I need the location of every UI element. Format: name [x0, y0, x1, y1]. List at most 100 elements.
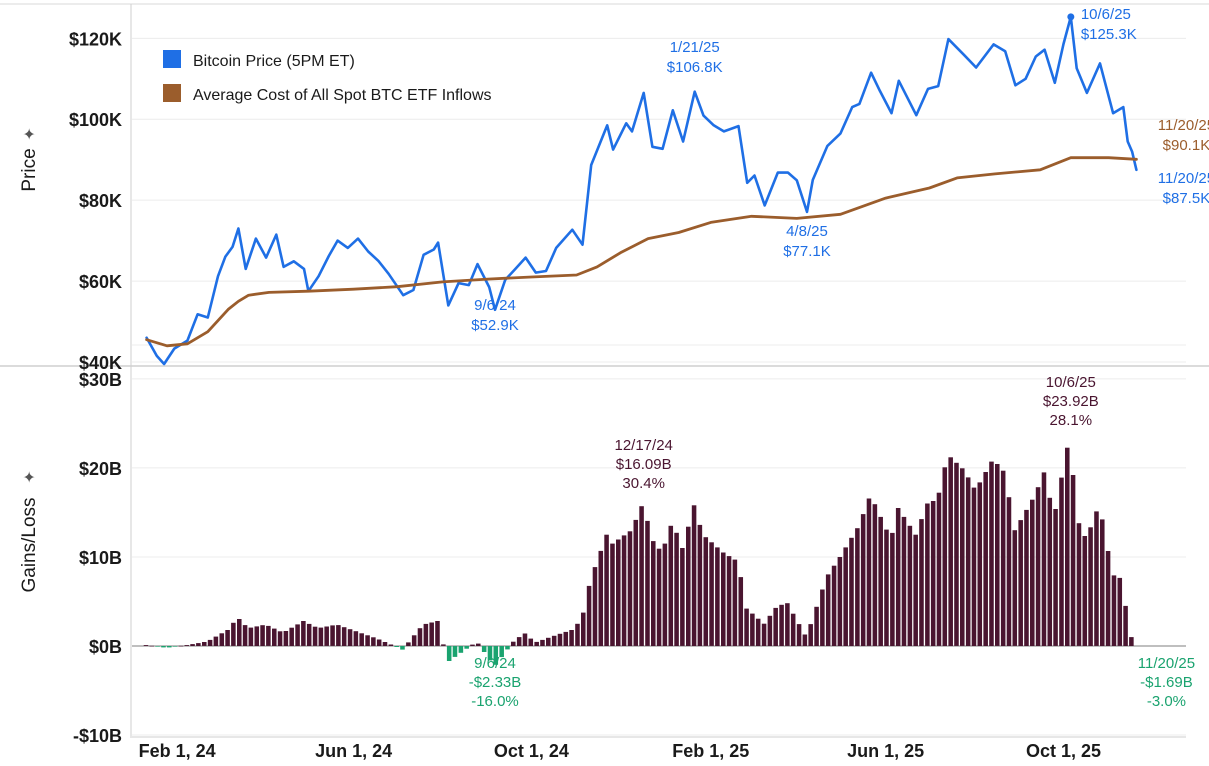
- bitcoin-price-line: [145, 15, 1138, 366]
- gain-loss-bar: [324, 626, 329, 646]
- gain-loss-bar: [1006, 497, 1012, 646]
- gain-loss-bar: [802, 634, 808, 646]
- peak-marker: [1067, 13, 1075, 21]
- gain-loss-bar: [651, 541, 656, 646]
- gain-loss-bar: [907, 525, 913, 646]
- gain-loss-bar: [1070, 475, 1076, 646]
- gain-loss-bar: [977, 482, 983, 646]
- gain-annotation-text: 12/17/24: [614, 437, 672, 454]
- gain-loss-bar: [796, 624, 802, 646]
- gain-loss-bar: [318, 627, 324, 646]
- gain-loss-bar: [406, 642, 411, 646]
- gain-loss-bar: [983, 472, 988, 646]
- gain-loss-bar: [161, 646, 166, 648]
- gain-loss-bar: [283, 631, 289, 646]
- gain-loss-bar: [662, 543, 668, 646]
- gain-loss-bar: [989, 461, 994, 646]
- gain-loss-bar: [1117, 577, 1123, 646]
- gain-loss-bar: [930, 501, 936, 646]
- gain-loss-bar: [388, 644, 394, 646]
- gain-loss-bar: [674, 532, 679, 646]
- gain-loss-bar: [266, 625, 271, 646]
- gain-loss-bar: [446, 646, 452, 661]
- gain-loss-bar: [277, 631, 283, 646]
- gain-loss-bar: [248, 627, 254, 646]
- gain-loss-bar: [1047, 497, 1053, 646]
- gain-loss-bar: [1030, 499, 1035, 646]
- legend-label-bitcoin-price: Bitcoin Price (5PM ET): [193, 53, 355, 70]
- y-axis-title-gains: Gains/Loss ✦: [19, 470, 40, 592]
- gain-loss-bar: [942, 467, 948, 646]
- gain-loss-bar: [750, 613, 755, 646]
- gain-loss-bar: [616, 539, 621, 646]
- price-y-tick-label: $100K: [69, 110, 122, 130]
- gain-annotation-text: 11/20/25: [1138, 655, 1195, 672]
- gain-loss-bar: [726, 556, 732, 646]
- gain-loss-bar: [505, 646, 510, 650]
- gain-y-tick-label: $20B: [79, 459, 122, 479]
- gain-loss-bar: [621, 535, 627, 646]
- gain-loss-bar: [359, 633, 364, 646]
- gain-annotation-text: -$1.69B: [1140, 674, 1193, 691]
- gain-loss-bar: [336, 625, 341, 646]
- gain-loss-bar: [1012, 530, 1018, 646]
- gain-loss-bar: [831, 565, 837, 646]
- gain-loss-bar: [411, 635, 417, 646]
- y-axis-label-gains: Gains/Loss: [19, 497, 40, 592]
- price-annotation-text: 10/6/25: [1081, 6, 1131, 23]
- gain-loss-bar: [563, 631, 569, 646]
- gain-loss-bar: [546, 637, 551, 646]
- gain-loss-bar: [149, 645, 155, 647]
- gain-loss-bar: [790, 613, 796, 646]
- gain-loss-bar: [948, 457, 953, 646]
- price-annotation-text: $90.1K: [1163, 137, 1209, 154]
- gain-loss-bar: [919, 519, 924, 646]
- gain-loss-bar: [522, 633, 528, 646]
- gain-loss-bar: [1059, 477, 1064, 646]
- gain-loss-bar: [534, 641, 539, 646]
- gain-loss-bar: [995, 464, 1000, 646]
- gain-loss-bar: [1082, 536, 1088, 646]
- gain-loss-bar: [423, 623, 429, 646]
- gain-loss-bar: [1123, 605, 1128, 646]
- gain-loss-bar: [190, 644, 195, 646]
- gain-y-tick-label: $30B: [79, 370, 122, 390]
- gain-loss-bar: [493, 646, 499, 665]
- gain-loss-bar: [330, 625, 335, 646]
- gain-loss-bar: [732, 559, 738, 646]
- gain-loss-bar: [429, 622, 434, 646]
- gain-loss-bar: [814, 606, 819, 646]
- gain-loss-bar: [680, 548, 685, 646]
- gain-loss-bar: [306, 623, 312, 646]
- price-annotation-text: $77.1K: [783, 243, 831, 260]
- gain-loss-bar: [528, 638, 534, 646]
- gain-loss-bar: [913, 534, 918, 646]
- price-annotation-text: 4/8/25: [786, 223, 828, 240]
- gain-loss-bar: [901, 516, 907, 646]
- gain-loss-bar: [872, 504, 878, 646]
- gain-loss-bar: [516, 637, 522, 646]
- gain-loss-bar: [808, 624, 813, 646]
- gain-loss-bar: [441, 644, 446, 646]
- gain-loss-bar: [954, 462, 959, 646]
- gain-loss-bar: [785, 603, 790, 646]
- gain-loss-bar: [1024, 509, 1029, 646]
- price-annotation-text: 11/20/25: [1158, 170, 1209, 187]
- x-tick-label: Feb 1, 25: [672, 741, 749, 761]
- price-panel: [145, 13, 1138, 366]
- gain-loss-bar: [365, 635, 370, 646]
- gain-loss-bar: [312, 626, 318, 646]
- price-annotation-text: 1/21/25: [670, 39, 720, 56]
- x-tick-label: Oct 1, 25: [1026, 741, 1101, 761]
- x-tick-label: Oct 1, 24: [494, 741, 569, 761]
- x-tick-label: Jun 1, 24: [315, 741, 392, 761]
- price-y-tick-label: $40K: [79, 353, 122, 373]
- gain-loss-bar: [394, 646, 399, 647]
- gain-loss-bar: [464, 646, 469, 649]
- price-y-tick-label: $60K: [79, 272, 122, 292]
- gain-loss-bar: [890, 532, 895, 646]
- gain-loss-bar: [202, 642, 207, 646]
- gain-loss-bar: [1094, 511, 1099, 646]
- gain-loss-bar: [219, 633, 225, 646]
- gain-loss-bar: [586, 585, 592, 646]
